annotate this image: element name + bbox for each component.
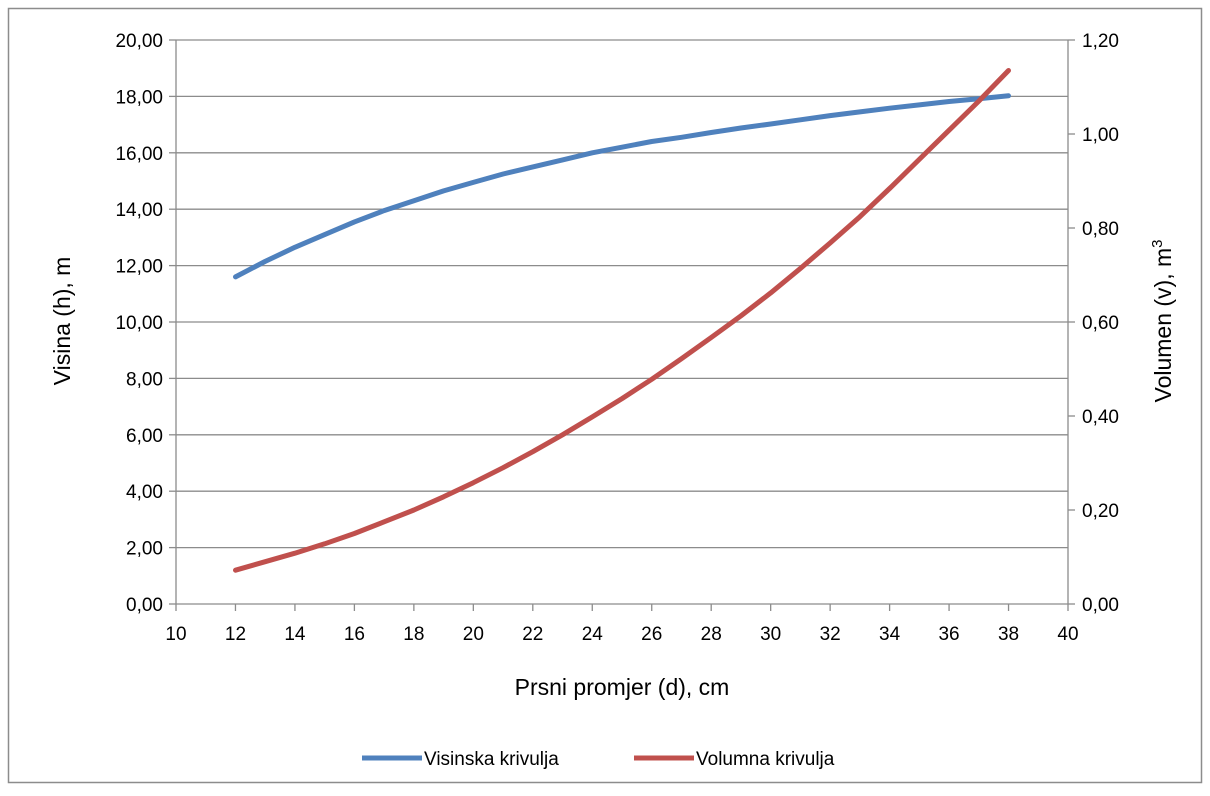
x-tick-label: 28	[701, 624, 722, 645]
x-axis-title: Prsni promjer (d), cm	[515, 674, 730, 700]
y-tick-label: 4,00	[126, 482, 163, 503]
x-tick-label: 38	[998, 624, 1019, 645]
series-line-visinska	[233, 93, 1011, 280]
y2-tick-label: 1,00	[1082, 125, 1119, 146]
x-tick-label: 12	[225, 624, 246, 645]
y-tick-label: 2,00	[126, 539, 163, 560]
legend-label-volumna: Volumna krivulja	[696, 749, 835, 770]
x-tick-label: 30	[760, 624, 781, 645]
x-tick-label: 10	[165, 624, 186, 645]
axes	[169, 39, 1075, 611]
x-tick-label: 24	[582, 624, 604, 645]
y-tick-label: 16,00	[115, 144, 163, 165]
y2-tick-label: 0,20	[1082, 501, 1119, 522]
y-tick-label: 6,00	[126, 426, 163, 447]
chart-border	[7, 7, 1203, 784]
legend: Visinska krivulja Volumna krivulja	[362, 749, 835, 770]
series-line-volumna	[233, 68, 1011, 573]
series-lines	[233, 68, 1011, 573]
x-tick-label: 32	[820, 624, 841, 645]
x-tick-label: 36	[938, 624, 959, 645]
tick-labels: 0,00 2,00 4,00 6,00 8,00 10,00 12,00 14,00 16,00…	[115, 31, 1119, 645]
y-axis-title: Visina (h), m	[49, 257, 75, 386]
y-tick-label: 12,00	[115, 257, 163, 278]
y2-tick-label: 0,60	[1082, 313, 1119, 334]
x-tick-label: 18	[403, 624, 424, 645]
y-tick-label: 0,00	[126, 595, 163, 616]
y2-tick-label: 0,00	[1082, 595, 1119, 616]
x-tick-label: 34	[879, 624, 901, 645]
y2-axis-title: Volumen (v), m3	[1149, 240, 1176, 403]
y2-axis-title-base: Volumen (v), m	[1150, 248, 1176, 403]
x-tick-label: 22	[522, 624, 543, 645]
y-tick-label: 8,00	[126, 369, 163, 390]
y-tick-label: 10,00	[115, 313, 163, 334]
x-tick-label: 20	[463, 624, 484, 645]
x-tick-label: 16	[344, 624, 365, 645]
x-tick-label: 40	[1057, 624, 1078, 645]
gridlines	[176, 39, 1068, 549]
y-tick-label: 18,00	[115, 87, 163, 108]
y-tick-label: 20,00	[115, 31, 163, 52]
y-tick-label: 14,00	[115, 200, 163, 221]
y2-tick-label: 0,80	[1082, 219, 1119, 240]
x-tick-label: 14	[284, 624, 306, 645]
legend-label-visinska: Visinska krivulja	[424, 749, 559, 770]
y2-tick-label: 1,20	[1082, 31, 1119, 52]
y2-tick-label: 0,40	[1082, 407, 1119, 428]
x-tick-label: 26	[641, 624, 662, 645]
y2-axis-title-superscript: 3	[1149, 240, 1166, 248]
